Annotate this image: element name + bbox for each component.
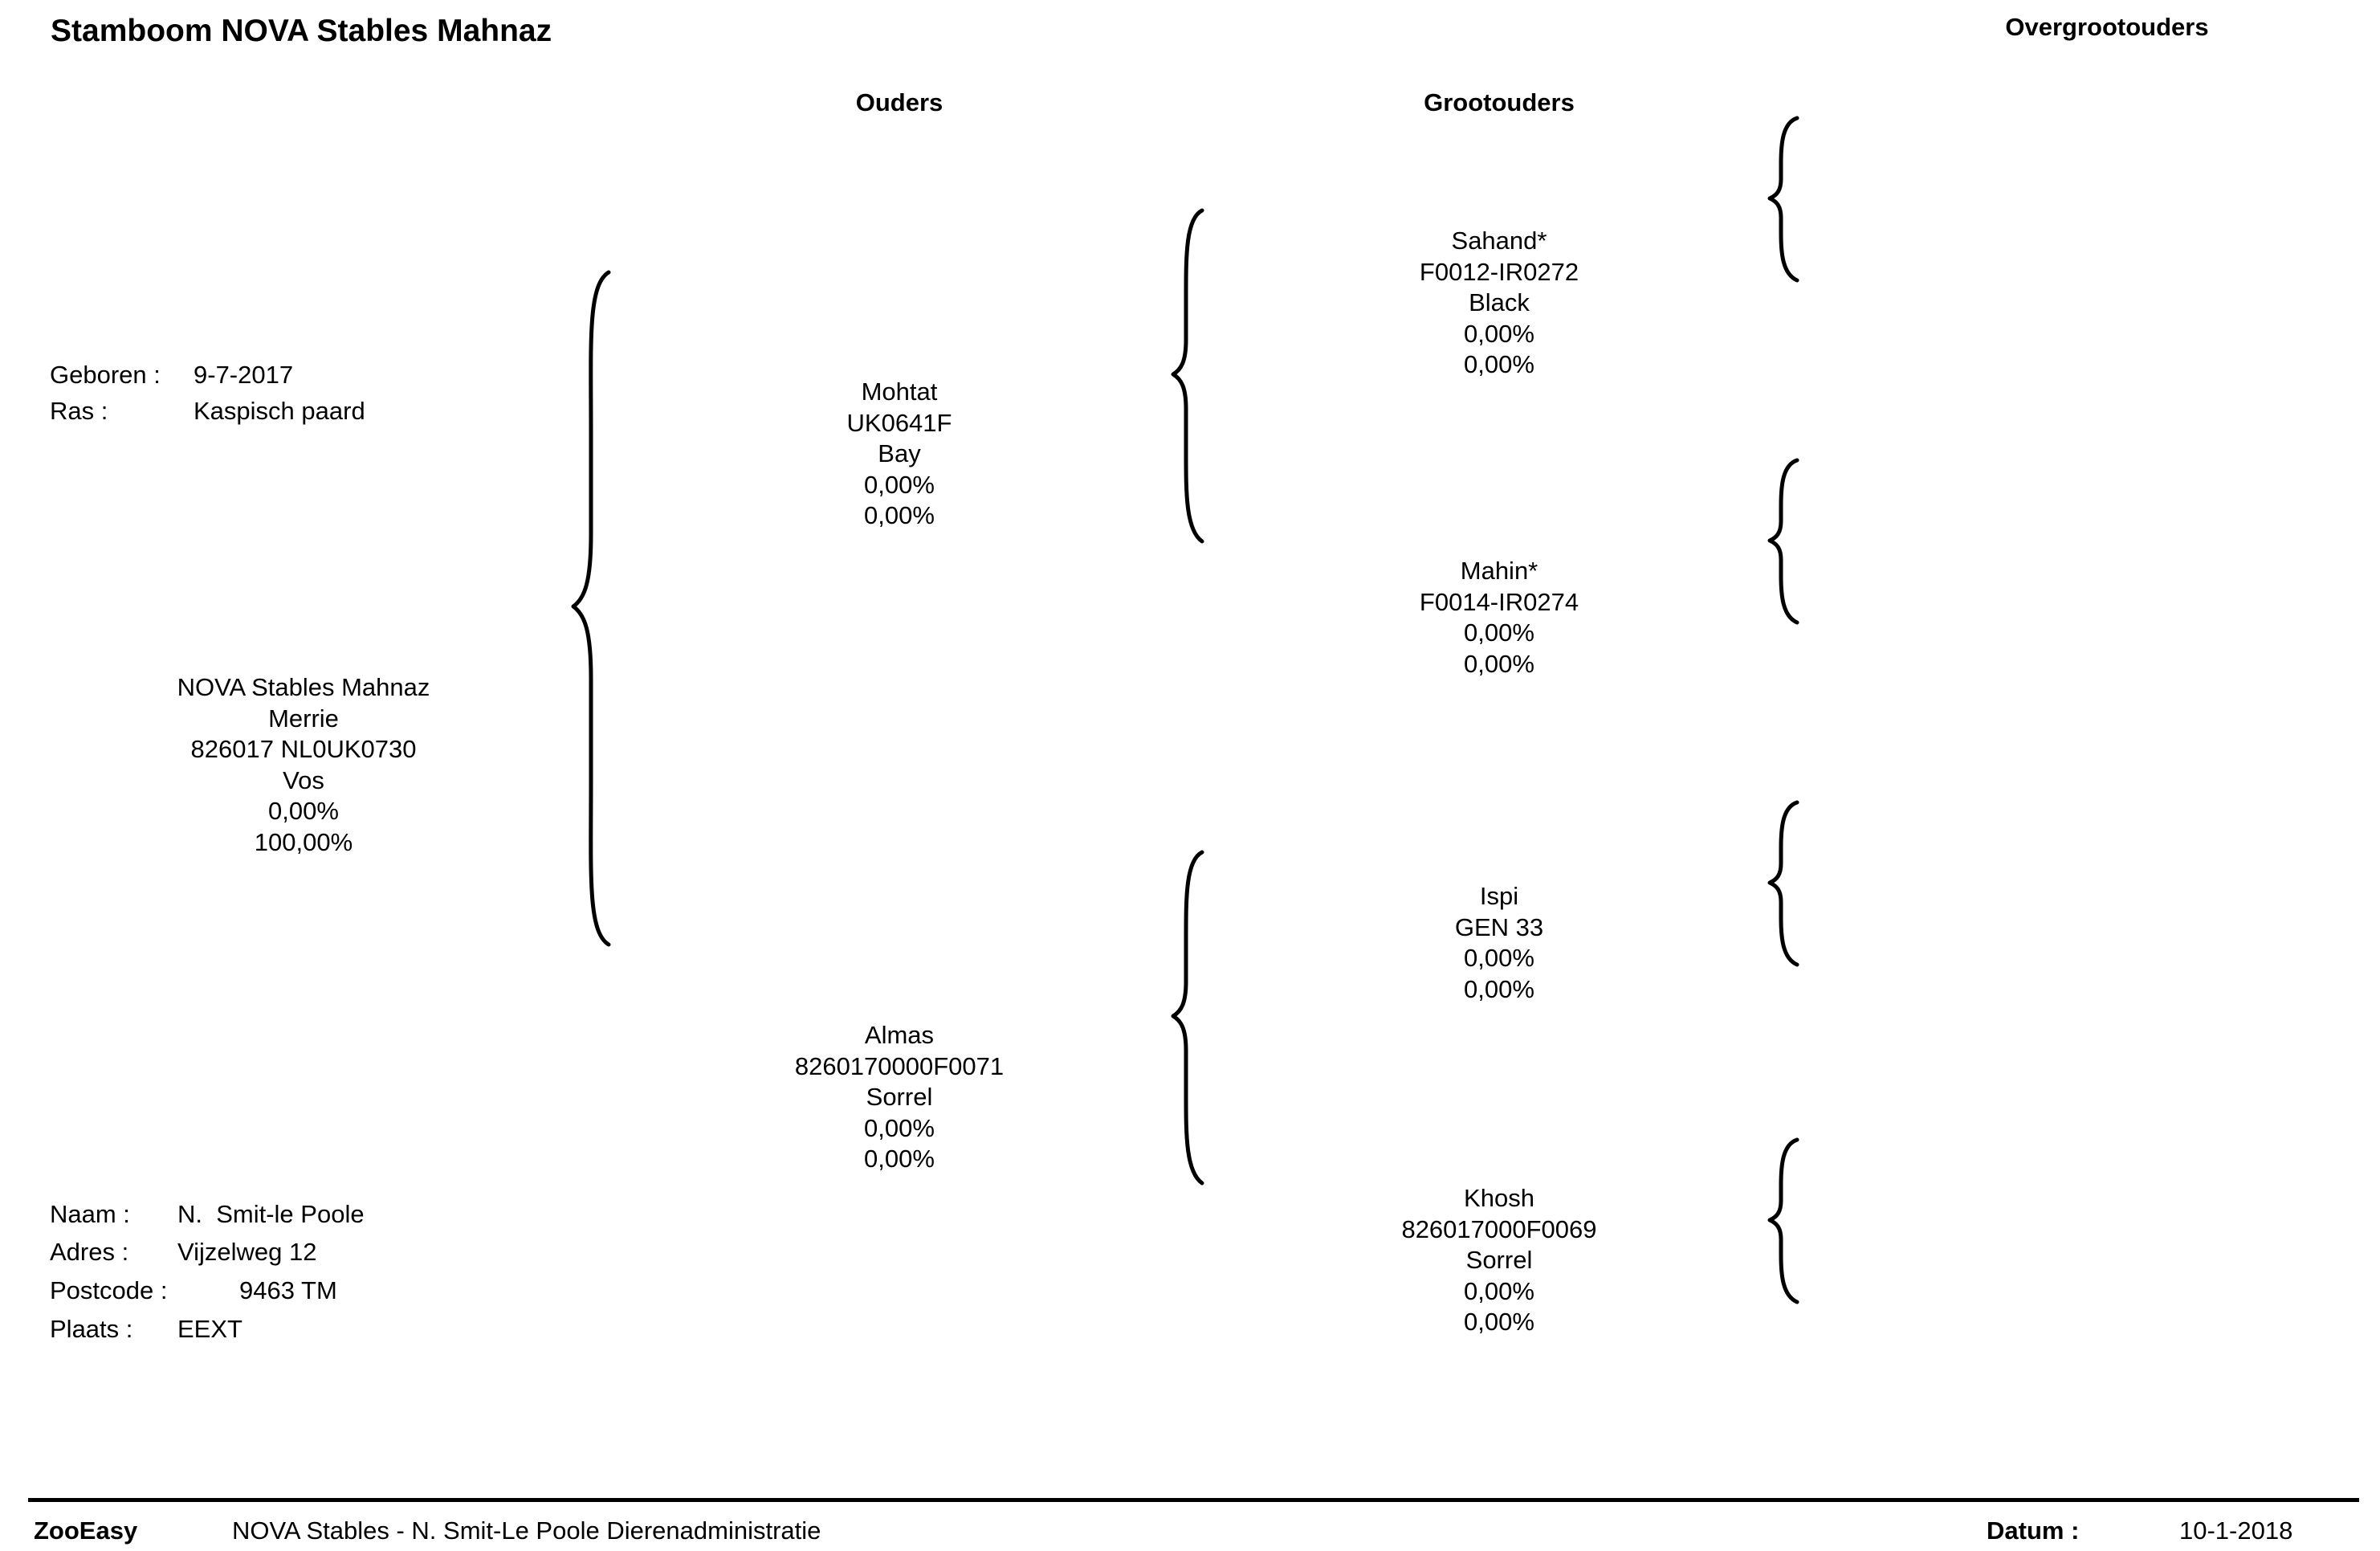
grandparent-color: Black: [1469, 288, 1530, 316]
grandparent-id: F0012-IR0272: [1419, 257, 1579, 286]
brace-parent-2-to-grandparents: [1171, 850, 1204, 1186]
brace-subject-to-parents: [571, 270, 611, 947]
brace-grandparent-4: [1767, 1137, 1799, 1304]
owner-postcode-label: Postcode :: [50, 1276, 168, 1304]
grandparent-name: Ispi: [1479, 882, 1519, 910]
grandparent-id: 826017000F0069: [1401, 1214, 1597, 1243]
subject-name: NOVA Stables Mahnaz: [177, 673, 430, 701]
brace-parent-1-to-grandparents: [1171, 208, 1204, 544]
owner-postcode-value: 9463 TM: [239, 1276, 337, 1304]
grandparent-id: F0014-IR0274: [1419, 587, 1579, 616]
parent-pct2: 0,00%: [864, 1145, 935, 1173]
column-header-parents: Ouders: [855, 88, 943, 116]
subject-animal: NOVA Stables Mahnaz Merrie 826017 NL0UK0…: [79, 672, 528, 858]
owner-name-value: N. Smit-le Poole: [177, 1200, 365, 1228]
subject-pct2: 100,00%: [254, 827, 353, 856]
owner-city-value: EEXT: [177, 1315, 242, 1343]
parent-name: Almas: [864, 1021, 935, 1049]
grandparent-name: Mahin*: [1460, 557, 1538, 585]
grandparent-id: GEN 33: [1454, 912, 1544, 941]
grandparent-name: Sahand*: [1451, 227, 1547, 255]
column-header-great-grandparents: Overgrootouders: [2005, 13, 2209, 41]
grandparent-1: Sahand* F0012-IR0272 Black 0,00% 0,00%: [1274, 226, 1724, 381]
grandparent-3: Ispi GEN 33 0,00% 0,00%: [1274, 881, 1724, 1005]
owner-city-label: Plaats :: [50, 1315, 133, 1343]
grandparent-pct2: 0,00%: [1464, 1308, 1534, 1336]
born-label: Geboren :: [50, 361, 161, 389]
grandparent-pct2: 0,00%: [1464, 350, 1534, 378]
page-title: Stamboom NOVA Stables Mahnaz: [51, 14, 552, 48]
subject-color: Vos: [283, 765, 324, 794]
parent-dam: Almas 8260170000F0071 Sorrel 0,00% 0,00%: [674, 1020, 1124, 1175]
subject-id: 826017 NL0UK0730: [190, 735, 417, 763]
grandparent-pct1: 0,00%: [1464, 1276, 1534, 1305]
brace-grandparent-1: [1767, 116, 1799, 283]
grandparent-pct1: 0,00%: [1464, 944, 1534, 972]
parent-id: UK0641F: [846, 408, 952, 437]
footer-divider: [28, 1498, 2359, 1502]
born-value: 9-7-2017: [194, 361, 294, 389]
parent-pct2: 0,00%: [864, 501, 935, 529]
grandparent-pct2: 0,00%: [1464, 974, 1534, 1003]
footer-date-label: Datum :: [1987, 1516, 2080, 1545]
grandparent-2: Mahin* F0014-IR0274 0,00% 0,00%: [1274, 556, 1724, 680]
footer-date-value: 10-1-2018: [2179, 1516, 2293, 1545]
parent-color: Bay: [878, 439, 921, 467]
column-header-grandparents: Grootouders: [1424, 88, 1575, 116]
parent-sire: Mohtat UK0641F Bay 0,00% 0,00%: [674, 377, 1124, 532]
footer-organization: NOVA Stables - N. Smit-Le Poole Dierenad…: [232, 1516, 821, 1545]
owner-name-label: Naam :: [50, 1200, 130, 1228]
breed-label: Ras :: [50, 397, 108, 425]
breed-value: Kaspisch paard: [194, 397, 365, 425]
parent-id: 8260170000F0071: [794, 1051, 1005, 1080]
subject-pct1: 0,00%: [268, 797, 339, 825]
owner-address-value: Vijzelweg 12: [177, 1238, 317, 1266]
grandparent-4: Khosh 826017000F0069 Sorrel 0,00% 0,00%: [1274, 1183, 1724, 1338]
brace-grandparent-3: [1767, 800, 1799, 967]
owner-address-label: Adres :: [50, 1238, 129, 1266]
parent-name: Mohtat: [861, 378, 938, 406]
grandparent-color: Sorrel: [1465, 1246, 1533, 1274]
grandparent-pct2: 0,00%: [1464, 649, 1534, 678]
subject-sex: Merrie: [268, 704, 339, 733]
grandparent-pct1: 0,00%: [1464, 319, 1534, 348]
parent-pct1: 0,00%: [864, 470, 935, 499]
parent-color: Sorrel: [866, 1083, 933, 1111]
parent-pct1: 0,00%: [864, 1113, 935, 1142]
footer-brand: ZooEasy: [34, 1516, 138, 1545]
brace-grandparent-2: [1767, 458, 1799, 625]
grandparent-pct1: 0,00%: [1464, 618, 1534, 647]
grandparent-name: Khosh: [1464, 1184, 1534, 1212]
